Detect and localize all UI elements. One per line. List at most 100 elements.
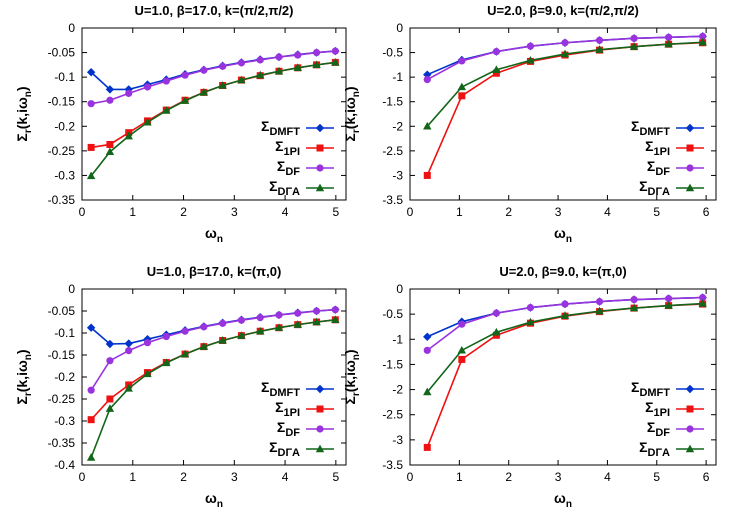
x-tick-label: 2 (180, 470, 187, 484)
data-point-DΓA (237, 75, 246, 84)
x-tick-label: 5 (653, 470, 660, 484)
legend-label-DΓA: ΣDΓA (639, 178, 670, 198)
data-point-DΓA (423, 387, 432, 396)
y-tick-label: -0.2 (54, 119, 75, 133)
chart-panel-3: U=1.0, β=17.0, k=(π,0) 0 1 2 3 4 5 0 -0.05 -0.1 -0… (14, 264, 347, 510)
x-tick-label: 5 (333, 470, 340, 484)
legend-marker-1PI (686, 144, 694, 152)
y-tick-label: -0.25 (48, 392, 76, 406)
legend-marker-DMFT (315, 384, 325, 394)
y-tick-label: -3 (392, 168, 403, 182)
data-point-DΓA (492, 327, 501, 336)
data-point-1PI (492, 69, 500, 77)
y-tick-label: -1.5 (382, 95, 403, 109)
x-tick-label: 1 (129, 470, 136, 484)
data-point-DMFT (423, 332, 432, 341)
y-axis-label: Σr(k,iωn) (342, 349, 362, 404)
y-tick-label: -0.3 (54, 168, 75, 182)
data-point-DΓA (124, 384, 133, 392)
data-point-DF (561, 300, 569, 308)
y-tick-label: -0.15 (48, 95, 76, 109)
data-point-DΓA (256, 326, 265, 335)
y-tick-label: -0.1 (54, 326, 75, 340)
data-point-DΓA (143, 117, 152, 126)
legend-label-1PI: Σ1PI (275, 138, 300, 158)
data-point-1PI (87, 143, 95, 151)
legend-marker-DΓA (315, 183, 325, 192)
data-point-DMFT (105, 339, 115, 349)
data-point-DF (87, 100, 95, 108)
series-line-DΓA (90, 61, 336, 177)
data-point-DΓA (492, 65, 501, 73)
data-point-DF (492, 309, 500, 317)
y-tick-label: -0.3 (54, 414, 75, 428)
data-point-DΓA (595, 45, 604, 53)
legend-marker-1PI (316, 144, 324, 152)
legend-marker-DΓA (685, 183, 695, 192)
data-point-DF (162, 77, 170, 85)
x-tick-label: 6 (703, 205, 710, 219)
data-point-DF (423, 76, 431, 84)
data-point-DΓA (256, 70, 265, 79)
x-tick-label: 4 (604, 470, 611, 484)
chart-title: U=1.0, β=17.0, k=(π/2,π/2) (134, 3, 293, 18)
data-point-DΓA (293, 320, 302, 328)
data-point-DF (331, 47, 339, 55)
data-point-DΓA (312, 60, 321, 69)
data-point-DF (294, 309, 302, 317)
y-tick-label: -2 (392, 383, 403, 397)
data-point-DΓA (698, 299, 707, 307)
x-tick-label: 4 (604, 205, 611, 219)
x-axis-label: ωn (554, 490, 572, 510)
x-tick-label: 5 (653, 205, 660, 219)
data-point-DΓA (595, 306, 604, 315)
x-tick-label: 3 (555, 470, 562, 484)
data-point-DF (200, 66, 208, 74)
legend-marker-DF (686, 425, 694, 433)
y-axis-label: Σr(k,iωn) (14, 86, 34, 141)
data-point-DF (275, 53, 283, 61)
data-point-DMFT (124, 339, 133, 348)
legend-marker-DMFT (315, 123, 325, 133)
data-point-DΓA (560, 311, 570, 319)
data-point-DΓA (664, 39, 673, 48)
data-point-DF (561, 39, 569, 47)
data-point-DΓA (664, 301, 673, 309)
legend-label-1PI: Σ1PI (645, 399, 670, 419)
y-tick-label: 0 (68, 282, 75, 296)
y-tick-label: -2.5 (382, 144, 403, 158)
data-point-DΓA (86, 171, 96, 180)
series-line-1PI (90, 319, 336, 421)
data-point-DF (423, 346, 431, 354)
y-tick-label: 0 (396, 282, 403, 296)
legend-label-DF: ΣDF (277, 158, 300, 178)
data-point-DΓA (331, 58, 340, 66)
data-point-DΓA (423, 121, 432, 130)
data-point-DΓA (180, 96, 190, 104)
x-tick-label: 1 (129, 205, 136, 219)
data-point-DF (595, 297, 604, 306)
data-point-1PI (106, 140, 114, 148)
legend-label-DΓA: ΣDΓA (269, 439, 300, 459)
data-point-DΓA (526, 56, 535, 64)
data-point-1PI (106, 395, 114, 403)
data-point-DF (106, 357, 114, 365)
y-tick-label: -0.5 (382, 307, 403, 321)
data-point-DΓA (698, 37, 707, 46)
legend-label-DMFT: ΣDMFT (631, 379, 670, 399)
data-point-DF (143, 339, 152, 347)
data-point-DF (699, 293, 707, 302)
legend-marker-1PI (686, 405, 694, 413)
y-tick-label: -3 (392, 433, 403, 447)
data-point-DF (595, 36, 604, 44)
legend-marker-1PI (316, 405, 324, 413)
data-point-DΓA (124, 131, 133, 140)
legend-marker-DΓA (315, 444, 325, 453)
data-point-DF (200, 323, 208, 331)
y-tick-label: -0.05 (48, 46, 76, 60)
legend-label-DΓA: ΣDΓA (269, 178, 300, 198)
legend-label-DF: ΣDF (277, 419, 300, 439)
data-point-DΓA (293, 63, 302, 72)
data-point-DF (665, 294, 673, 303)
plot-frame (81, 288, 347, 466)
